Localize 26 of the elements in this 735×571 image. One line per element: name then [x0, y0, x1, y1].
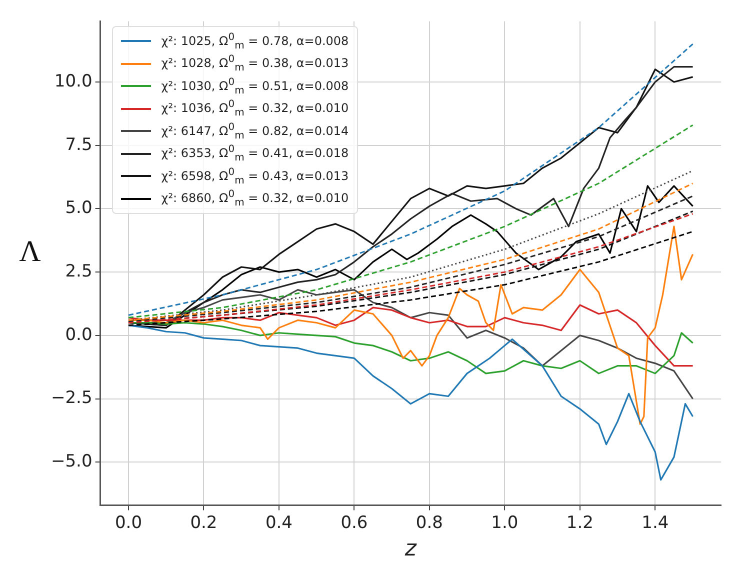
y-tick-label: −2.5: [51, 388, 92, 408]
legend-label: χ²: 1028, Ω$^{0}$$_{m}$ = 0.38, α=0.013: [161, 54, 349, 74]
x-tick-label: 1.0: [491, 512, 518, 533]
y-tick-label: 2.5: [65, 261, 92, 282]
x-tick-label: 1.2: [566, 512, 594, 533]
legend-label: χ²: 1030, Ω$^{0}$$_{m}$ = 0.51, α=0.008: [161, 76, 349, 96]
x-tick-label: 1.4: [642, 512, 669, 533]
x-axis-title: z: [404, 536, 417, 562]
line-series: [128, 124, 694, 318]
y-tick-label: 5.0: [65, 198, 92, 218]
legend-label: χ²: 1036, Ω$^{0}$$_{m}$ = 0.32, α=0.010: [161, 99, 349, 119]
legend-label: χ²: 6353, Ω$^{0}$$_{m}$ = 0.41, α=0.018: [161, 144, 349, 164]
legend-label: χ²: 1025, Ω$^{0}$$_{m}$ = 0.78, α=0.008: [161, 32, 349, 52]
legend-label: χ²: 6598, Ω$^{0}$$_{m}$ = 0.43, α=0.013: [161, 166, 349, 186]
legend-label: χ²: 6860, Ω$^{0}$$_{m}$ = 0.32, α=0.010: [161, 189, 349, 209]
x-tick-label: 0.6: [340, 512, 368, 533]
y-tick-label: 7.5: [65, 134, 92, 155]
x-tick-label: 0.8: [416, 512, 443, 533]
x-tick-label: 0.4: [265, 512, 292, 533]
x-tick-label: 0.2: [190, 512, 218, 533]
x-tick-label: 0.0: [114, 512, 142, 533]
y-tick-label: 0.0: [65, 324, 92, 345]
legend-label: χ²: 6147, Ω$^{0}$$_{m}$ = 0.82, α=0.014: [161, 122, 349, 142]
y-tick-label: −5.0: [51, 452, 92, 472]
y-tick-label: 10.0: [54, 71, 92, 92]
y-axis-title: Λ: [19, 235, 42, 268]
